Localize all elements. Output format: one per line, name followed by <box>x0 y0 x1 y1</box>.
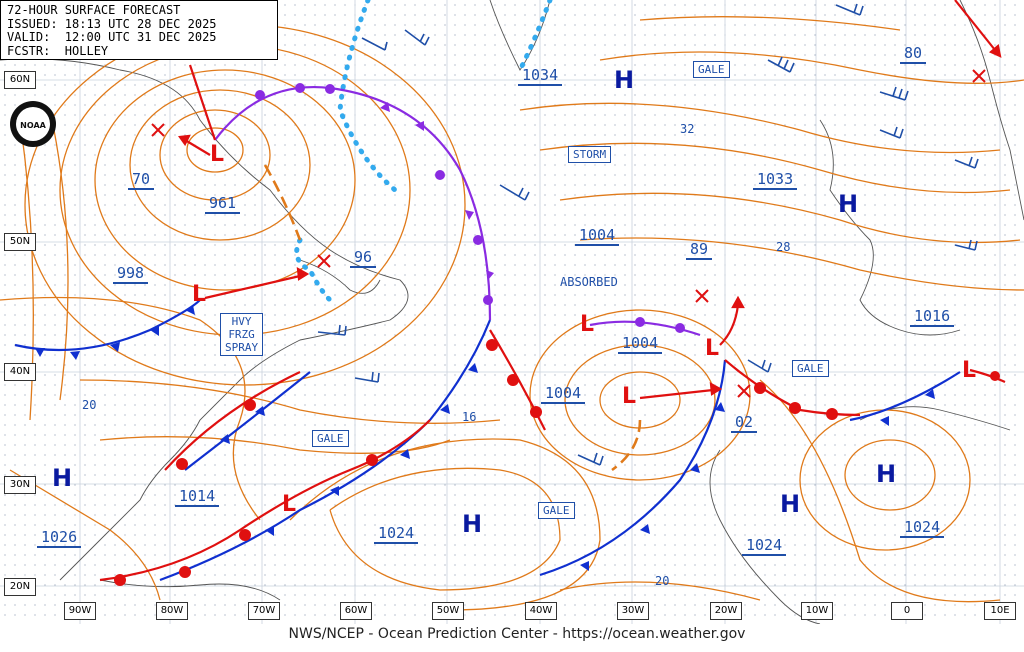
isobar-label: 20 <box>82 398 97 412</box>
occluded-front-symbols <box>255 83 685 333</box>
header-valid: VALID: 12:00 UTC 31 DEC 2025 <box>7 30 217 44</box>
low-pressure-center: L <box>580 312 595 337</box>
low-pressure-center: L <box>210 142 225 167</box>
lon-label-60w: 60W <box>340 602 372 620</box>
lon-label-50w: 50W <box>432 602 464 620</box>
isobar-label: 20 <box>655 574 670 588</box>
track-arrows <box>178 0 1002 400</box>
pressure-label: 96 <box>350 248 377 268</box>
low-pressure-center: L <box>705 336 720 361</box>
pressure-label: 998 <box>113 264 149 284</box>
noaa-logo: NOAA <box>10 101 56 147</box>
header-title: 72-HOUR SURFACE FORECAST <box>7 3 181 17</box>
ice-edge <box>294 0 553 303</box>
lat-label-60n: 60N <box>4 71 36 89</box>
pressure-label: 1004 <box>575 226 620 246</box>
pressure-label: 1026 <box>37 528 82 548</box>
heavy-freezing-spray-warning: HVY FRZG SPRAY <box>220 313 264 356</box>
isobar-label: 32 <box>680 122 695 136</box>
isobar-label: 28 <box>776 240 791 254</box>
dotted-grid <box>0 0 1024 624</box>
pressure-label: 1024 <box>742 536 787 556</box>
high-pressure-center: H <box>462 510 483 538</box>
isobar-label: 16 <box>462 410 477 424</box>
lon-label-20w: 20W <box>710 602 742 620</box>
pressure-label: 1034 <box>518 66 563 86</box>
high-pressure-center: H <box>876 460 897 488</box>
low-pressure-center: L <box>282 492 297 517</box>
lon-label-80w: 80W <box>156 602 188 620</box>
high-pressure-center: H <box>838 190 859 218</box>
spray-line-3: SPRAY <box>225 341 259 354</box>
warm-front-symbols <box>114 339 1000 586</box>
pressure-label: 1004 <box>541 384 586 404</box>
pressure-label: 1033 <box>753 170 798 190</box>
lon-label-10w: 10W <box>801 602 833 620</box>
spray-line-2: FRZG <box>228 328 255 341</box>
pressure-label: 80 <box>900 44 927 64</box>
lat-label-40n: 40N <box>4 363 36 381</box>
source-footer: NWS/NCEP - Ocean Prediction Center - htt… <box>0 624 1024 652</box>
forecast-header: 72-HOUR SURFACE FORECAST ISSUED: 18:13 U… <box>0 0 278 60</box>
lon-label-0: 0 <box>891 602 923 620</box>
spray-line-1: HVY <box>231 315 252 328</box>
pressure-label: 1016 <box>910 307 955 327</box>
pressure-label: 1024 <box>900 518 945 538</box>
pressure-label: 961 <box>205 194 241 214</box>
pressure-label: 70 <box>128 170 155 190</box>
storm-warning: STORM <box>568 146 612 163</box>
troughs <box>263 164 642 472</box>
lat-label-50n: 50N <box>4 233 36 251</box>
header-issued: ISSUED: 18:13 UTC 28 DEC 2025 <box>7 16 217 31</box>
gale-warning: GALE <box>792 360 829 377</box>
high-pressure-center: H <box>780 490 801 518</box>
x-markers <box>151 69 986 398</box>
pressure-label: 89 <box>686 240 713 260</box>
lat-label-20n: 20N <box>4 578 36 596</box>
lon-label-10e: 10E <box>984 602 1016 620</box>
lat-label-30n: 30N <box>4 476 36 494</box>
gale-warning: GALE <box>312 430 349 447</box>
gale-warning: GALE <box>538 502 575 519</box>
lon-label-90w: 90W <box>64 602 96 620</box>
low-pressure-center: L <box>622 384 637 409</box>
pressure-label: 1004 <box>618 334 663 354</box>
graticule <box>0 0 1024 624</box>
lon-label-70w: 70W <box>248 602 280 620</box>
lon-label-30w: 30W <box>617 602 649 620</box>
high-pressure-center: H <box>52 464 73 492</box>
pressure-label: 02 <box>731 413 758 433</box>
cold-front-symbols <box>35 305 935 571</box>
wind-barbs <box>317 3 979 466</box>
absorbed-label: ABSORBED <box>560 275 618 289</box>
high-pressure-center: H <box>614 66 635 94</box>
lon-label-40w: 40W <box>525 602 557 620</box>
low-pressure-center: L <box>962 358 977 383</box>
pressure-label: 1024 <box>374 524 419 544</box>
header-forecaster: FCSTR: HOLLEY <box>7 43 109 58</box>
gale-warning: GALE <box>693 61 730 78</box>
pressure-label: 1014 <box>175 487 220 507</box>
low-pressure-center: L <box>192 282 207 307</box>
noaa-logo-text: NOAA <box>20 121 46 130</box>
